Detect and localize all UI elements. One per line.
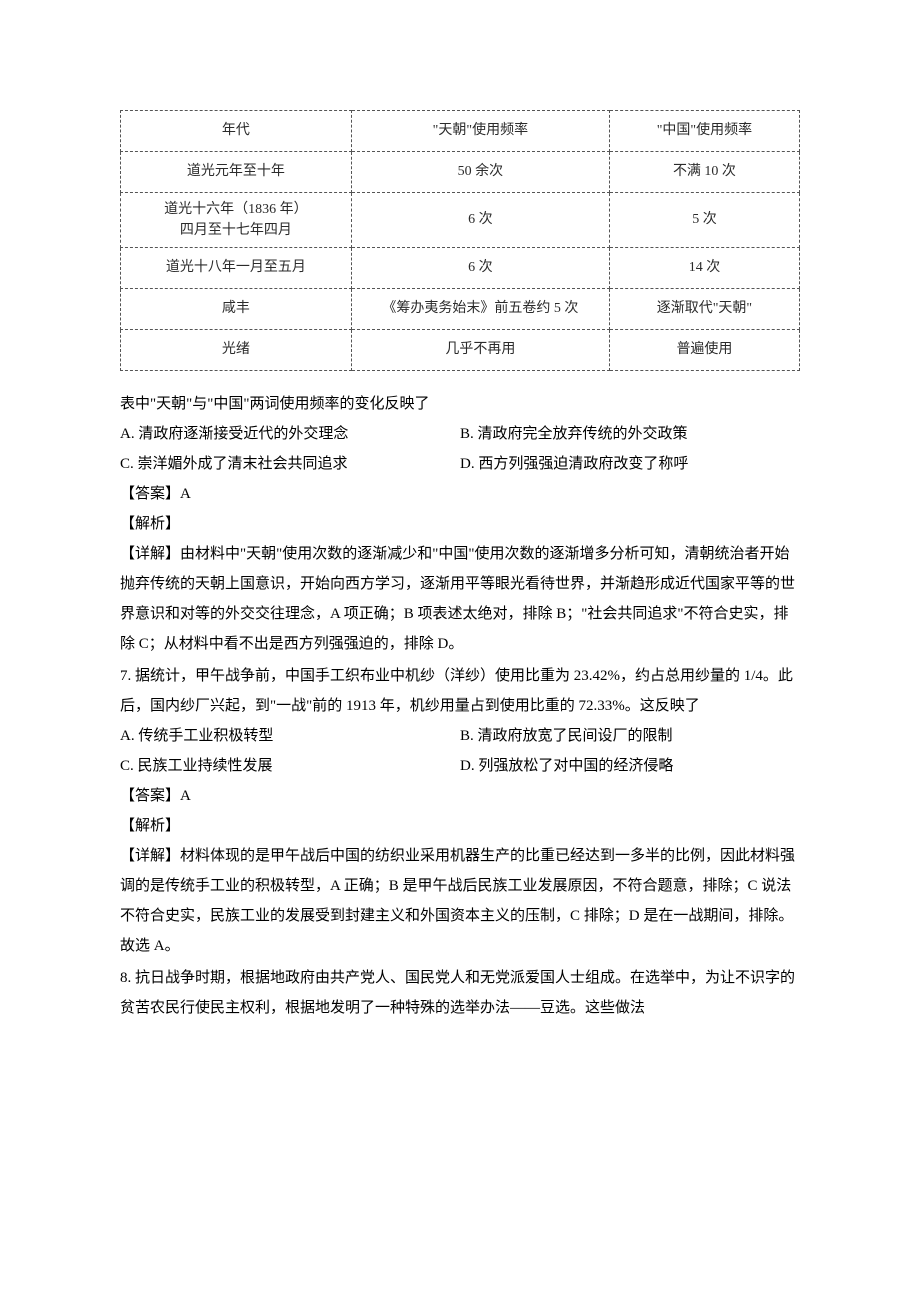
q7-detail: 【详解】材料体现的是甲午战后中国的纺织业采用机器生产的比重已经达到一多半的比例，… bbox=[120, 841, 800, 961]
cell-era: 光绪 bbox=[121, 330, 352, 371]
cell-era: 道光元年至十年 bbox=[121, 152, 352, 193]
col-header-tianchao: "天朝"使用频率 bbox=[351, 111, 609, 152]
cell-tc: 6 次 bbox=[351, 193, 609, 248]
q6-option-d: D. 西方列强强迫清政府改变了称呼 bbox=[460, 449, 800, 479]
cell-zh: 5 次 bbox=[609, 193, 799, 248]
table-row: 道光十八年一月至五月 6 次 14 次 bbox=[121, 248, 800, 289]
table-row: 道光十六年（1836 年）四月至十七年四月 6 次 5 次 bbox=[121, 193, 800, 248]
col-header-era: 年代 bbox=[121, 111, 352, 152]
q6-option-b: B. 清政府完全放弃传统的外交政策 bbox=[460, 419, 800, 449]
table-header-row: 年代 "天朝"使用频率 "中国"使用频率 bbox=[121, 111, 800, 152]
q7-answer: 【答案】A bbox=[120, 781, 800, 811]
cell-zh: 普遍使用 bbox=[609, 330, 799, 371]
question-8: 8. 抗日战争时期，根据地政府由共产党人、国民党人和无党派爱国人士组成。在选举中… bbox=[120, 963, 800, 1023]
q6-options: A. 清政府逐渐接受近代的外交理念 B. 清政府完全放弃传统的外交政策 C. 崇… bbox=[120, 419, 800, 479]
question-7: 7. 据统计，甲午战争前，中国手工织布业中机纱（洋纱）使用比重为 23.42%，… bbox=[120, 661, 800, 961]
q7-option-c: C. 民族工业持续性发展 bbox=[120, 751, 460, 781]
q6-answer: 【答案】A bbox=[120, 479, 800, 509]
q6-option-c: C. 崇洋媚外成了清末社会共同追求 bbox=[120, 449, 460, 479]
q7-stem: 7. 据统计，甲午战争前，中国手工织布业中机纱（洋纱）使用比重为 23.42%，… bbox=[120, 661, 800, 721]
cell-era: 道光十六年（1836 年）四月至十七年四月 bbox=[121, 193, 352, 248]
cell-tc: 几乎不再用 bbox=[351, 330, 609, 371]
cell-era: 道光十八年一月至五月 bbox=[121, 248, 352, 289]
q8-stem: 8. 抗日战争时期，根据地政府由共产党人、国民党人和无党派爱国人士组成。在选举中… bbox=[120, 963, 800, 1023]
cell-zh: 不满 10 次 bbox=[609, 152, 799, 193]
q7-option-b: B. 清政府放宽了民间设厂的限制 bbox=[460, 721, 800, 751]
q7-option-a: A. 传统手工业积极转型 bbox=[120, 721, 460, 751]
cell-tc: 50 余次 bbox=[351, 152, 609, 193]
q6-prompt: 表中"天朝"与"中国"两词使用频率的变化反映了 bbox=[120, 389, 800, 419]
usage-frequency-table: 年代 "天朝"使用频率 "中国"使用频率 道光元年至十年 50 余次 不满 10… bbox=[120, 110, 800, 371]
q7-explain-label: 【解析】 bbox=[120, 811, 800, 841]
q7-options: A. 传统手工业积极转型 B. 清政府放宽了民间设厂的限制 C. 民族工业持续性… bbox=[120, 721, 800, 781]
cell-era: 咸丰 bbox=[121, 289, 352, 330]
col-header-zhongguo: "中国"使用频率 bbox=[609, 111, 799, 152]
table-row: 咸丰 《筹办夷务始末》前五卷约 5 次 逐渐取代"天朝" bbox=[121, 289, 800, 330]
question-6-tail: 表中"天朝"与"中国"两词使用频率的变化反映了 A. 清政府逐渐接受近代的外交理… bbox=[120, 389, 800, 659]
q6-explain-label: 【解析】 bbox=[120, 509, 800, 539]
cell-zh: 逐渐取代"天朝" bbox=[609, 289, 799, 330]
cell-tc: 《筹办夷务始末》前五卷约 5 次 bbox=[351, 289, 609, 330]
cell-zh: 14 次 bbox=[609, 248, 799, 289]
cell-tc: 6 次 bbox=[351, 248, 609, 289]
table-row: 道光元年至十年 50 余次 不满 10 次 bbox=[121, 152, 800, 193]
q6-option-a: A. 清政府逐渐接受近代的外交理念 bbox=[120, 419, 460, 449]
table-row: 光绪 几乎不再用 普遍使用 bbox=[121, 330, 800, 371]
q7-option-d: D. 列强放松了对中国的经济侵略 bbox=[460, 751, 800, 781]
q6-detail: 【详解】由材料中"天朝"使用次数的逐渐减少和"中国"使用次数的逐渐增多分析可知，… bbox=[120, 539, 800, 659]
